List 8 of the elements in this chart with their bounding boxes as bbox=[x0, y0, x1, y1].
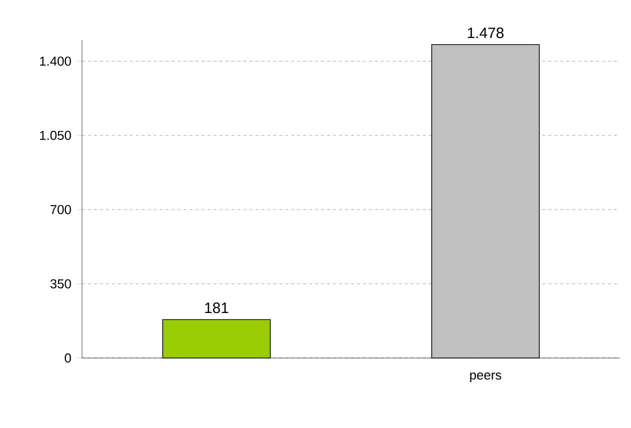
data-label: 1.478 bbox=[468, 28, 504, 38]
y-tick-label: 0 bbox=[64, 353, 71, 363]
y-tick-label: 700 bbox=[50, 205, 71, 214]
y-tick-label: 1.050 bbox=[40, 130, 71, 140]
data-label: 181 bbox=[205, 302, 228, 314]
x-tick-label: peers bbox=[470, 372, 502, 382]
y-tick-label: 1.400 bbox=[40, 56, 71, 66]
y-tick-label: 350 bbox=[50, 279, 71, 288]
